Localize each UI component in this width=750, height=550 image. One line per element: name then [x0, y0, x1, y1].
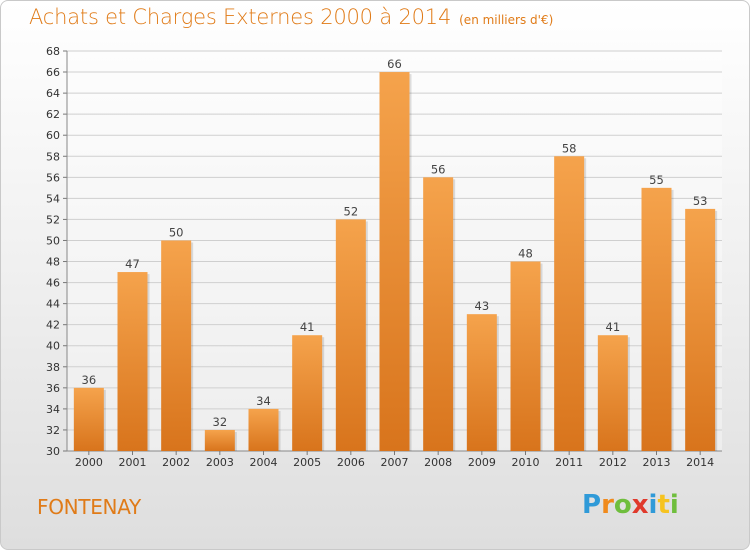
bar [685, 208, 716, 451]
x-tick-label: 2004 [250, 456, 278, 469]
y-tick-label: 40 [46, 340, 60, 353]
bar-value-label: 36 [82, 373, 97, 387]
x-tick-label: 2011 [555, 456, 583, 469]
y-tick-label: 62 [46, 108, 60, 121]
bar-value-label: 55 [649, 173, 664, 187]
bar-chart: 30 32 34 36 38 40 42 44 46 48 50 52 54 56 58 60 62 64 66 68… [46, 45, 722, 469]
brand-letter: i [669, 490, 679, 520]
x-tick-label: 2003 [206, 456, 234, 469]
x-tick-label: 2008 [424, 456, 452, 469]
y-tick-label: 36 [46, 382, 60, 395]
bar-value-label: 34 [256, 394, 271, 408]
x-tick-label: 2010 [512, 456, 540, 469]
chart-subtitle: (en milliers d'€) [459, 13, 554, 27]
brand-letter: x [631, 490, 649, 520]
y-tick-label: 32 [46, 424, 60, 437]
y-tick-label: 52 [46, 213, 60, 226]
y-tick-label: 42 [46, 319, 60, 332]
bar-value-label: 41 [300, 320, 315, 334]
y-tick-label: 44 [46, 298, 60, 311]
bar [641, 187, 672, 451]
bar [161, 240, 192, 451]
bar-value-label: 53 [693, 194, 708, 208]
y-tick-label: 30 [46, 445, 60, 458]
y-tick-label: 58 [46, 150, 60, 163]
y-tick-label: 68 [46, 45, 60, 58]
bar-value-label: 32 [213, 415, 228, 429]
brand-logo: Proxiti [582, 490, 679, 520]
bar [597, 335, 628, 451]
bar-value-label: 48 [518, 247, 533, 261]
brand-letter: t [657, 490, 670, 520]
bar-value-label: 52 [344, 204, 359, 218]
y-tick-label: 64 [46, 87, 60, 100]
bar [466, 314, 497, 451]
y-tick-label: 38 [46, 361, 60, 374]
bar [73, 387, 104, 451]
brand-letter: r [601, 490, 614, 520]
brand-letter: i [648, 490, 658, 520]
bar-value-label: 47 [125, 257, 140, 271]
bar-value-label: 43 [475, 299, 490, 313]
bar-value-label: 50 [169, 225, 184, 239]
y-tick-label: 54 [46, 192, 60, 205]
y-tick-label: 46 [46, 277, 60, 290]
y-tick-label: 48 [46, 256, 60, 269]
x-tick-label: 2012 [599, 456, 627, 469]
x-tick-label: 2007 [381, 456, 409, 469]
bar [204, 429, 235, 451]
x-tick-label: 2014 [686, 456, 714, 469]
brand-letter: P [582, 490, 602, 520]
bar [292, 335, 323, 451]
y-tick-label: 56 [46, 171, 60, 184]
bar [379, 72, 410, 451]
bar [335, 219, 366, 451]
place-name: FONTENAY [37, 495, 141, 519]
y-tick-label: 60 [46, 129, 60, 142]
x-tick-label: 2009 [468, 456, 496, 469]
bar-value-label: 58 [562, 141, 577, 155]
bar-value-label: 41 [606, 320, 621, 334]
y-tick-label: 66 [46, 66, 60, 79]
x-tick-label: 2006 [337, 456, 365, 469]
x-tick-label: 2005 [293, 456, 321, 469]
chart-title: Achats et Charges Externes 2000 à 2014 [29, 5, 452, 29]
x-tick-label: 2000 [75, 456, 103, 469]
bar [554, 156, 585, 451]
y-tick-label: 50 [46, 234, 60, 247]
x-tick-label: 2001 [119, 456, 147, 469]
bar [510, 261, 541, 451]
chart-title-block: Achats et Charges Externes 2000 à 2014 (e… [29, 5, 553, 29]
bar [248, 408, 279, 451]
brand-letter: o [613, 490, 632, 520]
bar [423, 177, 454, 451]
x-tick-label: 2013 [643, 456, 671, 469]
y-tick-label: 34 [46, 403, 60, 416]
bar [117, 272, 148, 451]
x-tick-label: 2002 [162, 456, 190, 469]
bar-value-label: 66 [387, 57, 402, 71]
bar-value-label: 56 [431, 162, 446, 176]
